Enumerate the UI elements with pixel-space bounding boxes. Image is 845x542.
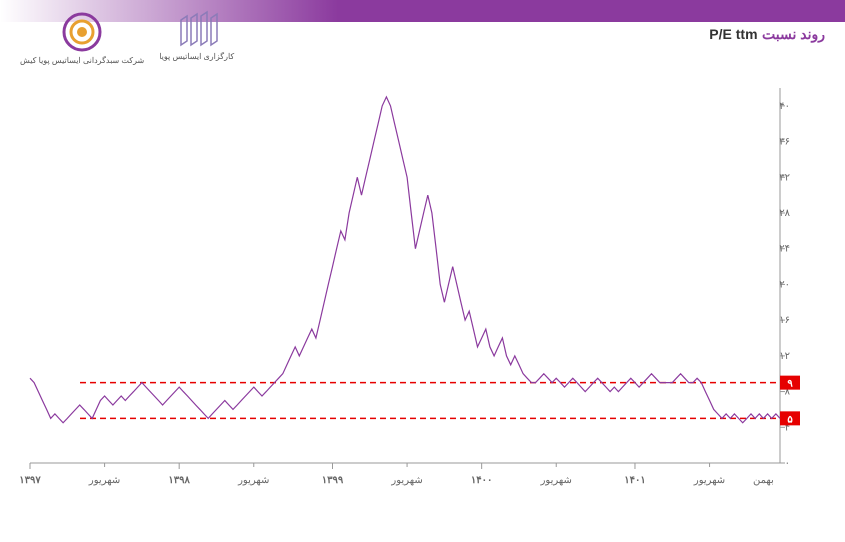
svg-text:۲۴: ۲۴	[779, 244, 790, 255]
svg-text:۰: ۰	[785, 458, 790, 469]
svg-text:۵: ۵	[787, 414, 793, 425]
title-metric: P/E ttm	[709, 26, 757, 42]
svg-text:۹: ۹	[787, 379, 793, 390]
svg-text:شهریور: شهریور	[390, 475, 422, 486]
logo-2-caption: شرکت سبدگردانی ایساتیس پویا کیش	[20, 56, 144, 65]
broker-logo-icon	[173, 10, 221, 50]
svg-text:۲۰: ۲۰	[779, 279, 790, 290]
svg-text:بهمن: بهمن	[753, 475, 774, 486]
svg-text:۱۶: ۱۶	[779, 315, 790, 326]
title-prefix: روند نسبت	[762, 26, 825, 42]
svg-text:۳۶: ۳۶	[779, 137, 790, 148]
svg-text:شهریور: شهریور	[88, 475, 120, 486]
svg-text:۱۳۹۹: ۱۳۹۹	[322, 475, 344, 486]
svg-text:۱۴۰۱: ۱۴۰۱	[624, 475, 645, 486]
svg-text:۳۲: ۳۲	[779, 172, 790, 183]
svg-text:۲۸: ۲۸	[779, 208, 790, 219]
logo-1-caption: کارگزاری ایساتیس پویا	[159, 52, 234, 61]
svg-text:۱۳۹۷: ۱۳۹۷	[20, 475, 41, 486]
portfolio-logo-icon	[60, 10, 104, 54]
svg-text:۱۲: ۱۲	[779, 351, 790, 362]
logos-area: کارگزاری ایساتیس پویا شرکت سبدگردانی ایس…	[20, 10, 234, 65]
pe-chart: ۰۴۸۱۲۱۶۲۰۲۴۲۸۳۲۳۶۴۰۹۵۱۳۹۷شهریور۱۳۹۸شهریو…	[20, 78, 825, 508]
svg-text:۱۳۹۸: ۱۳۹۸	[168, 475, 190, 486]
svg-text:شهریور: شهریور	[693, 475, 725, 486]
svg-text:شهریور: شهریور	[237, 475, 269, 486]
svg-text:۴۰: ۴۰	[779, 101, 790, 112]
logo-1: کارگزاری ایساتیس پویا	[159, 10, 234, 61]
svg-text:شهریور: شهریور	[540, 475, 572, 486]
chart-container: ۰۴۸۱۲۱۶۲۰۲۴۲۸۳۲۳۶۴۰۹۵۱۳۹۷شهریور۱۳۹۸شهریو…	[20, 78, 825, 508]
svg-text:۱۴۰۰: ۱۴۰۰	[471, 475, 492, 486]
logo-2: شرکت سبدگردانی ایساتیس پویا کیش	[20, 10, 144, 65]
